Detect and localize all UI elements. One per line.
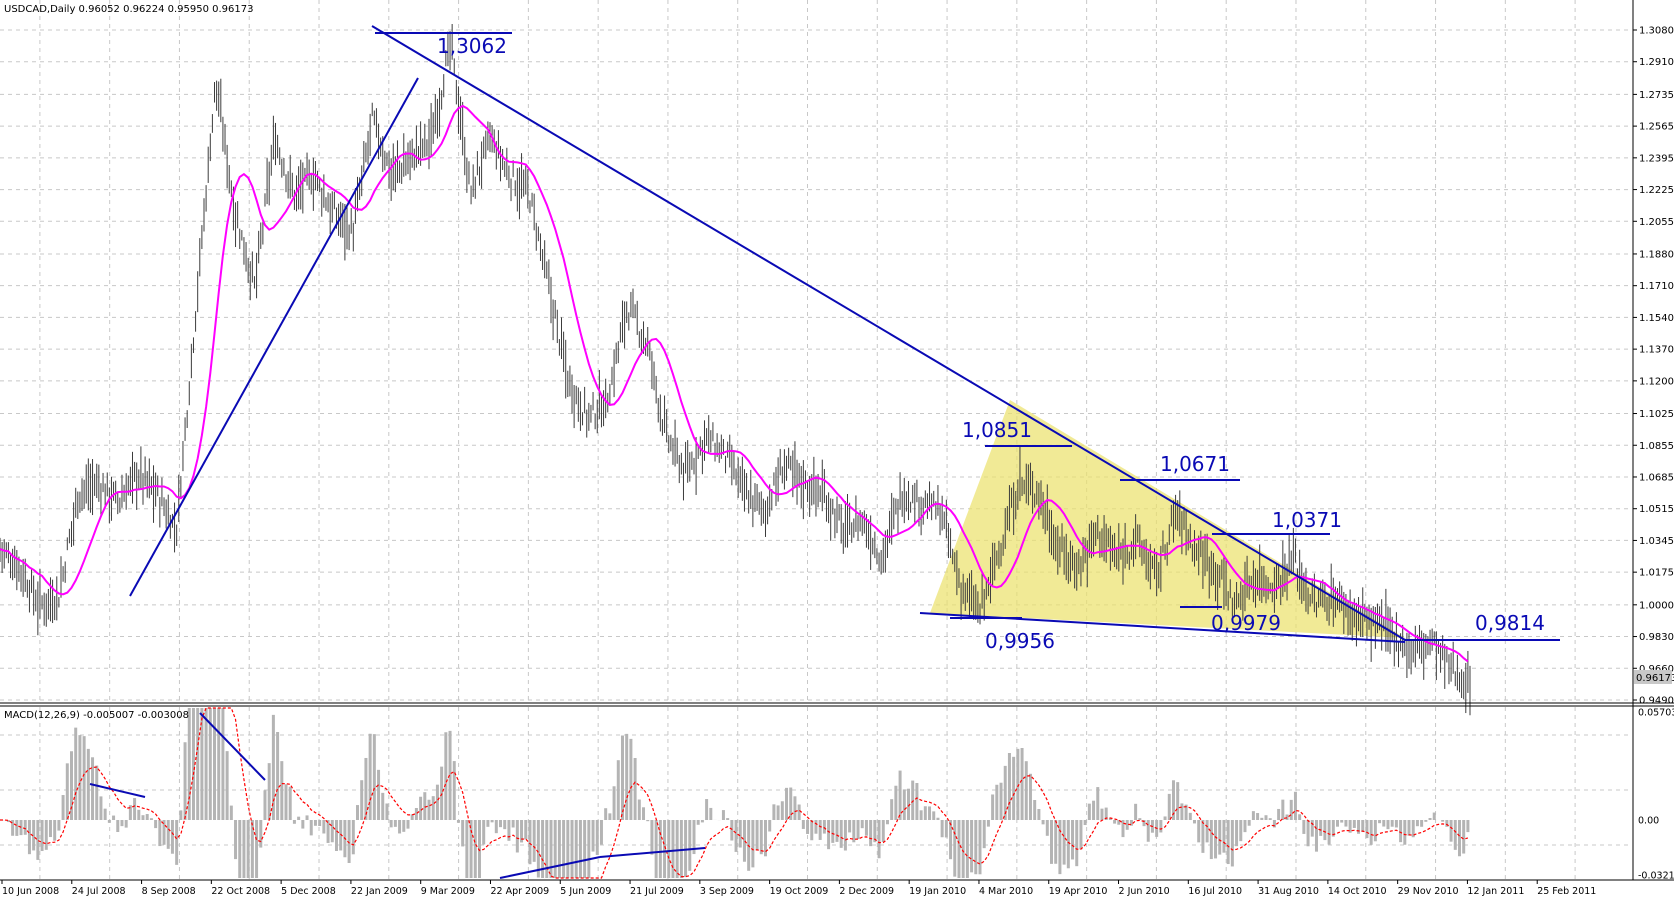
y-tick-label: 1.20550 [1639, 217, 1674, 228]
x-tick-label: 22 Oct 2008 [211, 886, 270, 897]
x-tick-label: 5 Dec 2008 [281, 886, 336, 897]
x-tick-label: 25 Feb 2011 [1537, 886, 1596, 897]
triangle-highlight [930, 400, 1405, 638]
y-tick-label: 1.25650 [1639, 122, 1674, 133]
macd-divergence-lines [89, 712, 706, 879]
trendlines [129, 25, 1560, 643]
macd-axis: 0.057031 0.00 -0.03217 [1638, 708, 1674, 882]
x-tick-label: 4 Mar 2010 [979, 886, 1033, 897]
price-annotation: 1,0851 [962, 418, 1032, 442]
macd-divergence-4 [599, 847, 706, 858]
current-price-label: 0.96173 [1636, 673, 1674, 684]
y-tick-label: 1.01750 [1639, 568, 1674, 579]
x-tick-label: 19 Jan 2010 [909, 886, 966, 897]
time-axis: 10 Jun 2008 24 Jul 2008 8 Sep 2008 22 Oct 2… [1, 880, 1596, 897]
y-tick-label: 1.22250 [1639, 185, 1674, 196]
x-tick-label: 2 Jun 2010 [1119, 886, 1170, 897]
price-annotation: 1,3062 [437, 34, 507, 58]
y-tick-label: 1.27350 [1639, 90, 1674, 101]
x-tick-label: 8 Sep 2008 [142, 886, 196, 897]
y-tick-label: 1.17100 [1639, 281, 1674, 292]
y-tick-label: 1.06850 [1639, 472, 1674, 483]
x-tick-label: 2 Dec 2009 [839, 886, 894, 897]
x-tick-label: 10 Jun 2008 [2, 886, 59, 897]
main-separator [0, 702, 1674, 707]
macd-header: MACD(12,26,9) -0.005007 -0.003008 [4, 710, 189, 721]
current-price-tag [1634, 670, 1672, 684]
y-tick-label: 1.15400 [1639, 313, 1674, 324]
chart-header: USDCAD,Daily 0.96052 0.96224 0.95950 0.9… [4, 4, 254, 15]
x-tick-label: 22 Jan 2009 [351, 886, 408, 897]
y-tick-label: 1.12000 [1639, 376, 1674, 387]
macd-histogram [2, 708, 1470, 878]
x-tick-label: 19 Oct 2009 [770, 886, 829, 897]
main-downtrend-line [371, 25, 1406, 641]
price-annotation: 0,9814 [1475, 611, 1545, 635]
macd-divergence-1 [89, 783, 146, 798]
macd-tick-label: -0.03217 [1638, 871, 1674, 882]
price-annotation: 0,9956 [985, 629, 1055, 653]
y-tick-label: 1.23950 [1639, 153, 1674, 164]
price-annotation: 1,0671 [1160, 452, 1230, 476]
x-tick-label: 5 Jun 2009 [560, 886, 611, 897]
y-tick-label: 1.13700 [1639, 345, 1674, 356]
macd-tick-label: 0.057031 [1638, 708, 1674, 719]
y-tick-label: 1.10250 [1639, 409, 1674, 420]
main-grid [0, 0, 1632, 702]
price-axis: 1.30800 1.29100 1.27350 1.25650 1.23950 1.222… [1633, 26, 1674, 707]
moving-average-line [0, 104, 1469, 663]
x-tick-label: 12 Jan 2011 [1467, 886, 1524, 897]
uptrend-line [129, 77, 419, 597]
x-tick-label: 31 Aug 2010 [1258, 886, 1319, 897]
x-tick-label: 24 Jul 2008 [72, 886, 126, 897]
x-tick-label: 19 Apr 2010 [1049, 886, 1108, 897]
price-annotation: 0,9979 [1211, 611, 1281, 635]
x-tick-label: 29 Nov 2010 [1398, 886, 1459, 897]
y-tick-label: 1.18800 [1639, 249, 1674, 260]
x-tick-label: 16 Jul 2010 [1188, 886, 1242, 897]
macd-tick-label: 0.00 [1638, 816, 1659, 827]
y-tick-label: 0.94900 [1639, 696, 1674, 707]
y-tick-label: 1.30800 [1639, 26, 1674, 37]
annotation-labels: 1,3062 1,0851 1,0671 1,0371 0,9956 0,9979 0,98… [437, 34, 1545, 653]
x-tick-label: 9 Mar 2009 [421, 886, 475, 897]
y-tick-label: 1.29100 [1639, 57, 1674, 68]
x-tick-label: 3 Sep 2009 [700, 886, 754, 897]
y-tick-label: 1.08550 [1639, 441, 1674, 452]
y-tick-label: 1.05150 [1639, 504, 1674, 515]
macd-divergence-2 [199, 712, 266, 781]
x-tick-label: 22 Apr 2009 [490, 886, 549, 897]
price-annotation: 1,0371 [1272, 508, 1342, 532]
macd-signal-line [0, 707, 1469, 879]
x-tick-label: 14 Oct 2010 [1328, 886, 1387, 897]
macd-divergence-3 [499, 856, 601, 879]
x-tick-label: 21 Jul 2009 [630, 886, 684, 897]
y-tick-label: 1.03450 [1639, 536, 1674, 547]
